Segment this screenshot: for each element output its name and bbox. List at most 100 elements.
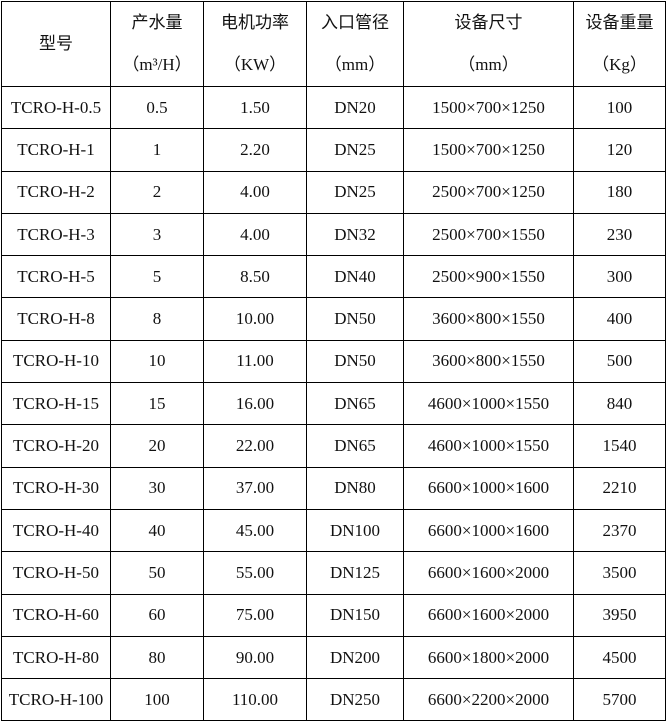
table-cell: DN80: [306, 466, 404, 510]
table-cell: 3950: [573, 593, 666, 637]
table-cell: 2210: [573, 466, 666, 510]
table-cell: 2370: [573, 508, 666, 553]
table-cell: 6600×1000×1600: [403, 508, 574, 553]
column-title: 入口管径: [321, 13, 389, 32]
table-cell: 3600×800×1550: [403, 339, 574, 384]
table-cell: TCRO-H-80: [1, 635, 111, 680]
table-cell: TCRO-H-50: [1, 551, 111, 595]
table-cell: TCRO-H-2: [1, 170, 111, 214]
table-cell: 0.5: [110, 85, 204, 130]
table-row: TCRO-H-50 50 55.00 DN125 6600×1600×2000 3500: [1, 551, 666, 595]
table-cell: TCRO-H-0.5: [1, 85, 111, 130]
table-cell: 3600×800×1550: [403, 297, 574, 341]
table-cell: 16.00: [203, 382, 307, 426]
table-cell: 4.00: [203, 170, 307, 214]
table-cell: 5: [110, 255, 204, 299]
column-header: 型号: [1, 1, 111, 87]
column-unit: （Kg）: [592, 55, 647, 74]
table-cell: TCRO-H-5: [1, 255, 111, 299]
table-cell: 230: [573, 212, 666, 257]
table-cell: 120: [573, 128, 666, 172]
column-unit: （KW）: [223, 55, 287, 74]
table-cell: 500: [573, 339, 666, 384]
column-title: 产水量: [131, 13, 183, 32]
table-cell: 100: [573, 85, 666, 130]
table-cell: 45.00: [203, 508, 307, 553]
table-cell: TCRO-H-30: [1, 466, 111, 510]
table-row: TCRO-H-15 15 16.00 DN65 4600×1000×1550 840: [1, 382, 666, 426]
table-cell: 22.00: [203, 424, 307, 468]
table-cell: 80: [110, 635, 204, 680]
table-cell: 8.50: [203, 255, 307, 299]
table-cell: DN20: [306, 85, 404, 130]
table-cell: 6600×2200×2000: [403, 678, 574, 722]
table-cell: 55.00: [203, 551, 307, 595]
table-cell: 75.00: [203, 593, 307, 637]
table-row: TCRO-H-1 1 2.20 DN25 1500×700×1250 120: [1, 128, 666, 172]
column-unit: （mm）: [324, 55, 386, 74]
table-cell: 2500×900×1550: [403, 255, 574, 299]
table-row: TCRO-H-10 10 11.00 DN50 3600×800×1550 500: [1, 339, 666, 384]
table-cell: DN50: [306, 339, 404, 384]
table-cell: TCRO-H-100: [1, 678, 111, 722]
table-cell: 50: [110, 551, 204, 595]
table-cell: 840: [573, 382, 666, 426]
column-header: 产水量 （m³/H）: [110, 1, 204, 87]
table-cell: DN100: [306, 508, 404, 553]
table-cell: 30: [110, 466, 204, 510]
column-header: 电机功率 （KW）: [203, 1, 307, 87]
table-cell: 2.20: [203, 128, 307, 172]
table-row: TCRO-H-0.5 0.5 1.50 DN20 1500×700×1250 100: [1, 85, 666, 130]
table-cell: 6600×1000×1600: [403, 466, 574, 510]
table-cell: DN150: [306, 593, 404, 637]
table-cell: 1500×700×1250: [403, 85, 574, 130]
table-cell: 11.00: [203, 339, 307, 384]
table-cell: DN125: [306, 551, 404, 595]
table-cell: TCRO-H-3: [1, 212, 111, 257]
table-cell: 2500×700×1550: [403, 212, 574, 257]
table-row: TCRO-H-2 2 4.00 DN25 2500×700×1250 180: [1, 170, 666, 214]
column-header: 入口管径 （mm）: [306, 1, 404, 87]
header-row: 型号 产水量 （m³/H） 电机功率 （KW） 入口管径 （mm） 设备尺寸 （mm） 设备重量 （…: [1, 1, 666, 87]
table-cell: TCRO-H-8: [1, 297, 111, 341]
table-cell: TCRO-H-10: [1, 339, 111, 384]
table-cell: 6600×1600×2000: [403, 593, 574, 637]
table-cell: 180: [573, 170, 666, 214]
column-title: 设备尺寸: [454, 13, 523, 32]
table-cell: DN25: [306, 170, 404, 214]
table-cell: TCRO-H-40: [1, 508, 111, 553]
table-row: TCRO-H-60 60 75.00 DN150 6600×1600×2000 3950: [1, 593, 666, 637]
table-row: TCRO-H-3 3 4.00 DN32 2500×700×1550 230: [1, 212, 666, 257]
table-cell: 5700: [573, 678, 666, 722]
table-cell: 60: [110, 593, 204, 637]
table-cell: 6600×1800×2000: [403, 635, 574, 680]
table-cell: 4500: [573, 635, 666, 680]
table-row: TCRO-H-100 100 110.00 DN250 6600×2200×2000 57…: [1, 678, 666, 722]
table-row: TCRO-H-30 30 37.00 DN80 6600×1000×1600 2210: [1, 466, 666, 510]
table-cell: 100: [110, 678, 204, 722]
table-cell: 20: [110, 424, 204, 468]
table-row: TCRO-H-5 5 8.50 DN40 2500×900×1550 300: [1, 255, 666, 299]
table-cell: 15: [110, 382, 204, 426]
table-cell: DN65: [306, 382, 404, 426]
table-cell: DN32: [306, 212, 404, 257]
table-cell: 4600×1000×1550: [403, 382, 574, 426]
column-title: 设备重量: [585, 13, 654, 32]
table-cell: 8: [110, 297, 204, 341]
table-cell: 4.00: [203, 212, 307, 257]
table-cell: 37.00: [203, 466, 307, 510]
column-unit: （m³/H）: [122, 55, 192, 74]
table-cell: 300: [573, 255, 666, 299]
table-cell: 3: [110, 212, 204, 257]
table-cell: 10.00: [203, 297, 307, 341]
table-row: TCRO-H-80 80 90.00 DN200 6600×1800×2000 4500: [1, 635, 666, 680]
column-unit: （mm）: [458, 55, 519, 74]
table-cell: TCRO-H-1: [1, 128, 111, 172]
table-cell: 6600×1600×2000: [403, 551, 574, 595]
table-cell: 400: [573, 297, 666, 341]
table-row: TCRO-H-8 8 10.00 DN50 3600×800×1550 400: [1, 297, 666, 341]
table-row: TCRO-H-20 20 22.00 DN65 4600×1000×1550 1540: [1, 424, 666, 468]
table-cell: 40: [110, 508, 204, 553]
table-cell: 2500×700×1250: [403, 170, 574, 214]
